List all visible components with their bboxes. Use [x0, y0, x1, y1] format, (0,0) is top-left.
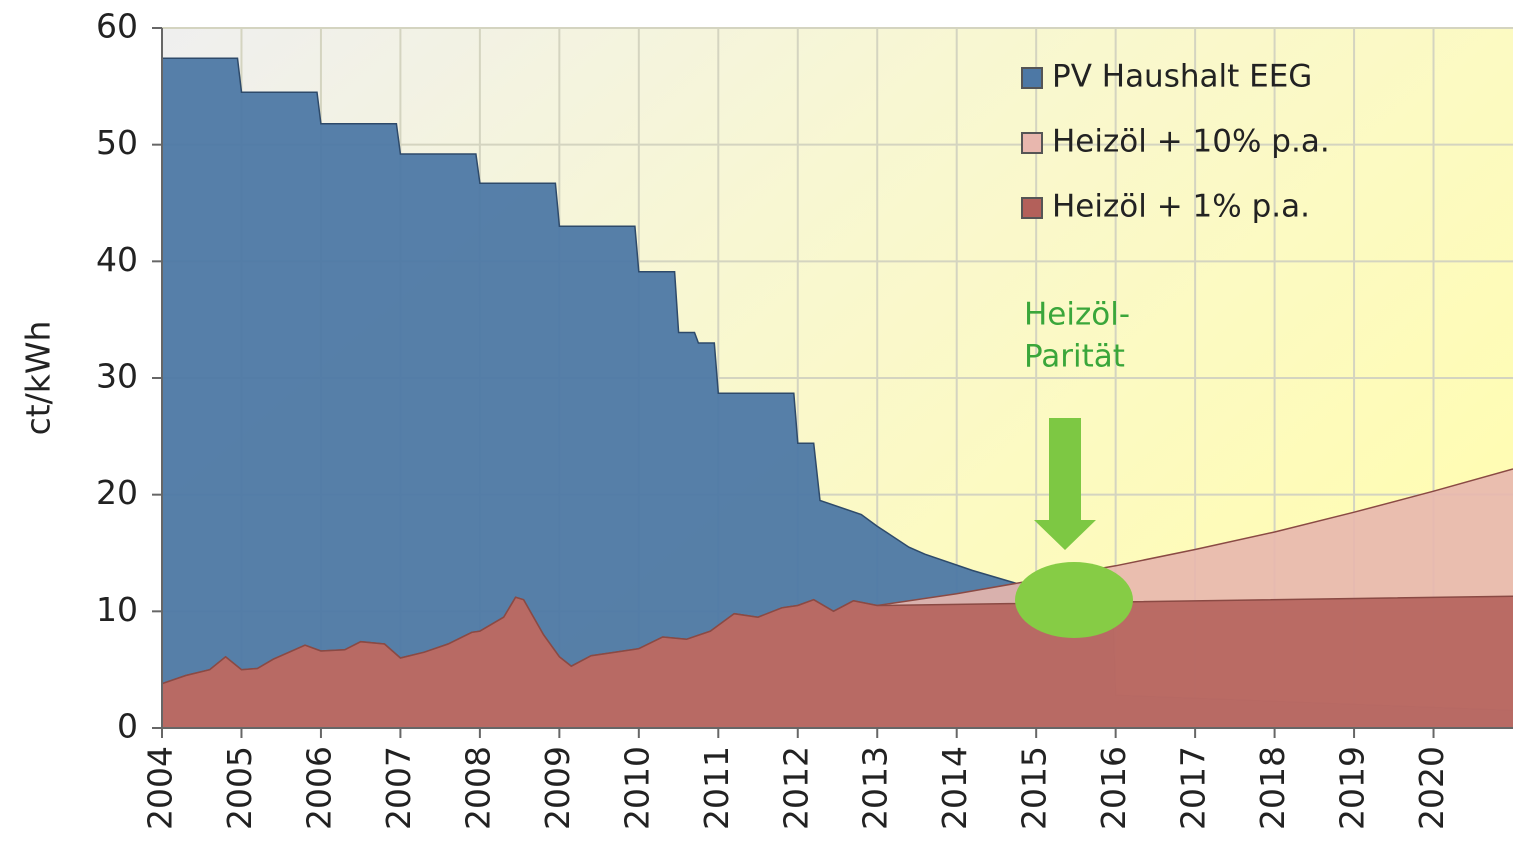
area-line [161, 595, 1513, 685]
legend-swatch [1021, 197, 1043, 219]
area-line [162, 57, 1513, 712]
x-tick-label: 2018 [1253, 746, 1292, 830]
legend-label: Heizöl + 1% p.a. [1052, 189, 1310, 225]
x-tick-label: 2006 [299, 746, 338, 830]
x-tick-label: 2008 [458, 746, 497, 830]
x-tick-label: 2010 [617, 746, 656, 830]
x-tick-label: 2016 [1094, 746, 1133, 830]
legend-label: PV Haushalt EEG [1052, 59, 1312, 95]
x-tick-label: 2011 [697, 746, 736, 830]
x-tick-label: 2014 [935, 746, 974, 830]
arrow [1034, 418, 1096, 550]
areas [161, 57, 1513, 729]
area-fill [162, 58, 1513, 729]
x-tick-label: 2017 [1174, 746, 1213, 830]
y-tick-label: 20 [96, 473, 138, 512]
x-tick-label: 2004 [141, 746, 180, 830]
parity-marker [1015, 562, 1133, 638]
axes: 0 10 20 30 40 50 60 2004 2005 2006 2007 2008 2009 201… [96, 7, 1513, 830]
x-tick-label: 2012 [776, 746, 815, 830]
legend-swatch [1021, 132, 1043, 154]
legend-label: Heizöl + 10% p.a. [1052, 124, 1330, 160]
x-tick-label: 2009 [538, 746, 577, 830]
legend: PV Haushalt EEG Heizöl + 10% p.a. Heizöl +… [1021, 59, 1330, 225]
x-tick-label: 2019 [1333, 746, 1372, 830]
y-tick-label: 0 [117, 707, 138, 746]
y-tick-label: 10 [96, 590, 138, 629]
y-axis-label: ct/kWh [19, 321, 58, 436]
x-tick-label: 2005 [220, 746, 259, 830]
legend-swatch [1021, 67, 1043, 89]
x-tick-label: 2007 [379, 746, 418, 830]
x-tick-label: 2020 [1412, 746, 1451, 830]
y-tick-label: 40 [96, 240, 138, 279]
y-tick-label: 60 [96, 7, 138, 46]
x-tick-label: 2015 [1015, 746, 1054, 830]
y-tick-label: 30 [96, 357, 138, 396]
annotation: Heizöl- [1024, 297, 1130, 333]
x-tick-label: 2013 [856, 746, 895, 830]
y-tick-label: 50 [96, 123, 138, 162]
annotation: Parität [1024, 339, 1125, 375]
area-fill [162, 596, 1513, 728]
